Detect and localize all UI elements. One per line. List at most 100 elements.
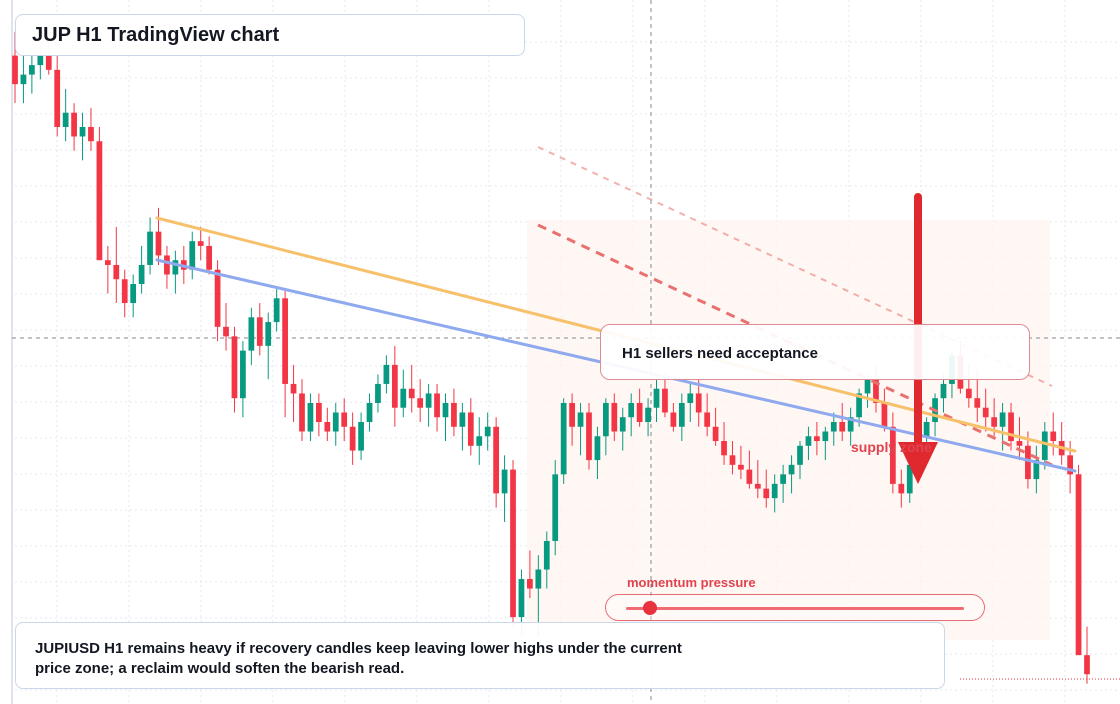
candle-body (1033, 460, 1040, 480)
candle-body (324, 422, 331, 432)
candle-body (12, 55, 18, 85)
candle-body (1041, 431, 1048, 461)
candle-body (687, 393, 694, 403)
candle-body (738, 464, 744, 470)
candle-body (71, 112, 77, 137)
candle-body (1075, 474, 1082, 656)
candle-body (721, 441, 727, 456)
candle-body (594, 436, 601, 461)
candle-body (484, 426, 491, 437)
candle-body (1050, 431, 1057, 442)
momentum-track (626, 607, 964, 610)
momentum-label: momentum pressure (627, 575, 756, 590)
candle-body (54, 69, 61, 127)
candle-body (130, 284, 137, 304)
momentum-meter (605, 594, 985, 621)
candle-body (889, 426, 896, 484)
candle-body (467, 412, 474, 446)
chart-title-box: JUP H1 TradingView chart (15, 14, 525, 56)
candle-body (366, 402, 373, 422)
candle-body (265, 322, 272, 346)
candle-body (636, 402, 643, 422)
candle-body (771, 483, 778, 499)
candle-body (442, 402, 449, 418)
candle-body (864, 379, 871, 394)
candle-body (797, 445, 803, 465)
candle-body (113, 264, 120, 280)
candle-body (830, 422, 837, 432)
candle-body (408, 388, 415, 399)
candle-body (881, 402, 888, 427)
candle-body (780, 474, 786, 484)
candle-body (164, 255, 170, 275)
candle-body (965, 388, 972, 399)
candle-body (96, 141, 103, 261)
candle-body (856, 393, 862, 418)
candle-body (383, 364, 390, 384)
candle-body (121, 279, 128, 304)
candle-body (459, 412, 466, 427)
candle-body (923, 422, 930, 437)
candle-body (434, 393, 440, 418)
candle-body (814, 436, 820, 442)
candle-body (400, 388, 407, 408)
candle-body (341, 412, 348, 427)
candle-body (189, 241, 196, 270)
candle-body (645, 407, 651, 422)
candle-body (982, 407, 989, 418)
candles (12, 31, 1090, 684)
candle-body (1016, 441, 1023, 446)
note-box: H1 sellers need acceptance (600, 324, 1030, 380)
candle-body (417, 398, 424, 408)
candle-body (839, 422, 846, 432)
candle-body (560, 402, 567, 475)
candle-body (29, 65, 35, 75)
candle-body (577, 412, 584, 427)
candle-body (214, 269, 221, 327)
candle-body (391, 364, 398, 408)
candle-body (282, 298, 288, 384)
candle-body (670, 412, 677, 427)
candle-body (1025, 445, 1031, 480)
candle-body (906, 464, 913, 494)
candle-body (37, 55, 44, 66)
candle-body (147, 231, 153, 265)
caption-line-1: JUPIUSD H1 remains heavy if recovery can… (35, 640, 682, 657)
candle-body (712, 426, 719, 442)
candle-body (569, 402, 575, 427)
caption-box: JUPIUSD H1 remains heavy if recovery can… (15, 622, 945, 689)
candle-body (451, 402, 457, 427)
candle-body (999, 412, 1006, 427)
candle-body (704, 412, 711, 427)
note-text: H1 sellers need acceptance (622, 345, 818, 362)
candle-body (290, 383, 297, 394)
supply-zone-label: supply zone (851, 439, 932, 455)
candle-body (763, 488, 770, 499)
candle-body (20, 74, 27, 85)
candle-body (172, 260, 179, 275)
candle-body (527, 579, 533, 589)
candle-body (1084, 655, 1090, 675)
candle-body (552, 474, 559, 541)
candle-body (873, 379, 879, 403)
candle-body (88, 126, 94, 142)
candle-body (256, 317, 263, 346)
candle-body (155, 231, 162, 256)
lower-trendline (537, 223, 1053, 467)
candle-body (358, 422, 364, 451)
candle-body (62, 112, 69, 127)
candle-body (543, 540, 550, 570)
candle-body (695, 393, 702, 413)
candle-body (991, 417, 998, 427)
momentum-knob[interactable] (642, 601, 657, 615)
candle-body (535, 569, 542, 589)
candle-body (240, 350, 246, 399)
candle-body (104, 260, 111, 265)
candle-body (518, 579, 525, 618)
candle-body (223, 326, 229, 337)
candle-body (375, 383, 381, 403)
candle-body (501, 469, 508, 494)
candle-body (307, 402, 314, 432)
candle-body (678, 402, 685, 427)
